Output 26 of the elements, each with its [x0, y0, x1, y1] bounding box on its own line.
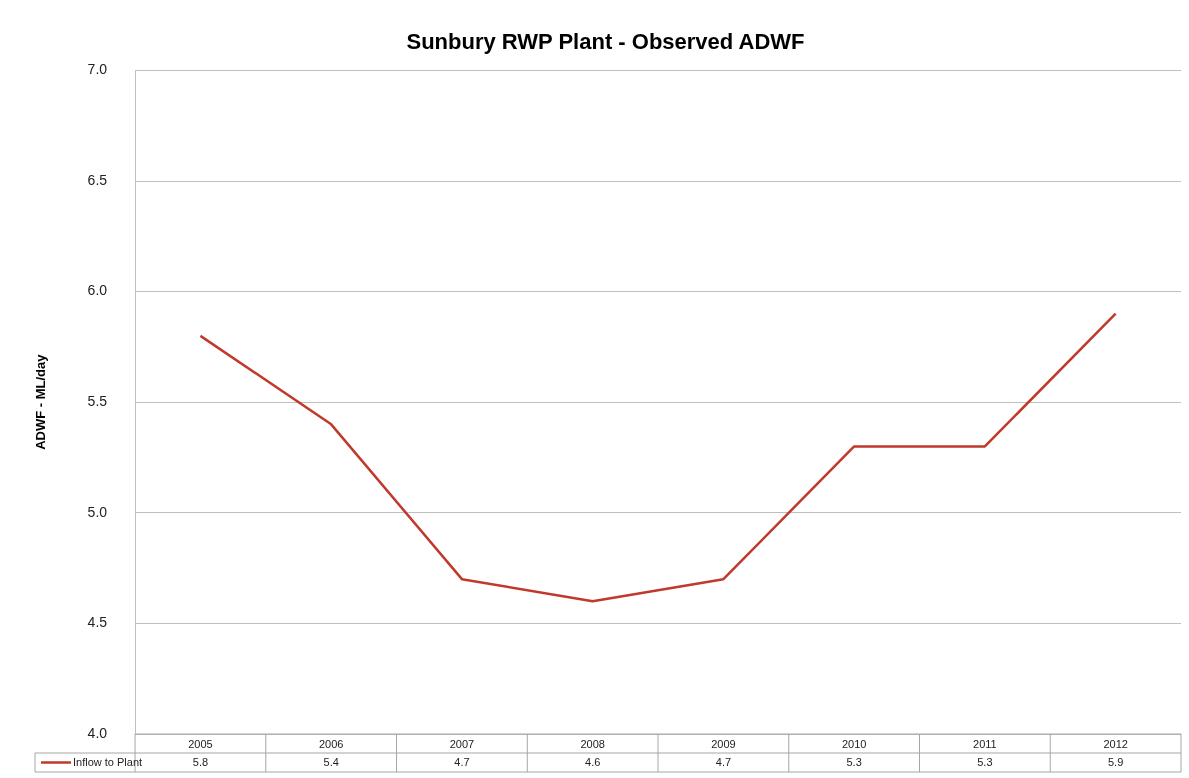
y-tick-label: 7.0: [87, 61, 108, 78]
y-tick-label: 4.0: [87, 724, 108, 741]
legend-label: Inflow to Plant: [73, 755, 143, 768]
data-label: 4.7: [454, 755, 470, 768]
data-label: 5.8: [192, 755, 209, 768]
y-axis-title: ADWF - ML/day: [33, 353, 49, 450]
x-tick-label: 2011: [973, 737, 997, 750]
chart-title: Sunbury RWP Plant - Observed ADWF: [406, 29, 805, 55]
x-tick-label: 2010: [841, 737, 867, 750]
y-tick-label: 6.5: [87, 171, 108, 188]
data-label: 4.7: [715, 755, 732, 768]
data-label: 5.9: [1107, 755, 1124, 768]
x-tick-label: 2007: [449, 737, 475, 750]
x-tick-label: 2005: [188, 737, 213, 750]
y-tick-label: 5.5: [87, 393, 108, 410]
x-tick-label: 2006: [318, 737, 344, 750]
y-tick-label: 4.5: [87, 614, 108, 631]
y-tick-label: 6.0: [87, 282, 108, 299]
data-label: 4.6: [585, 755, 601, 768]
y-tick-label: 5.0: [87, 503, 108, 520]
data-label: 5.3: [846, 755, 862, 768]
data-label: 5.3: [977, 755, 993, 768]
x-tick-label: 2012: [1103, 737, 1128, 750]
x-tick-label: 2008: [580, 737, 605, 750]
x-tick-label: 2009: [711, 737, 736, 750]
data-label: 5.4: [323, 755, 339, 768]
